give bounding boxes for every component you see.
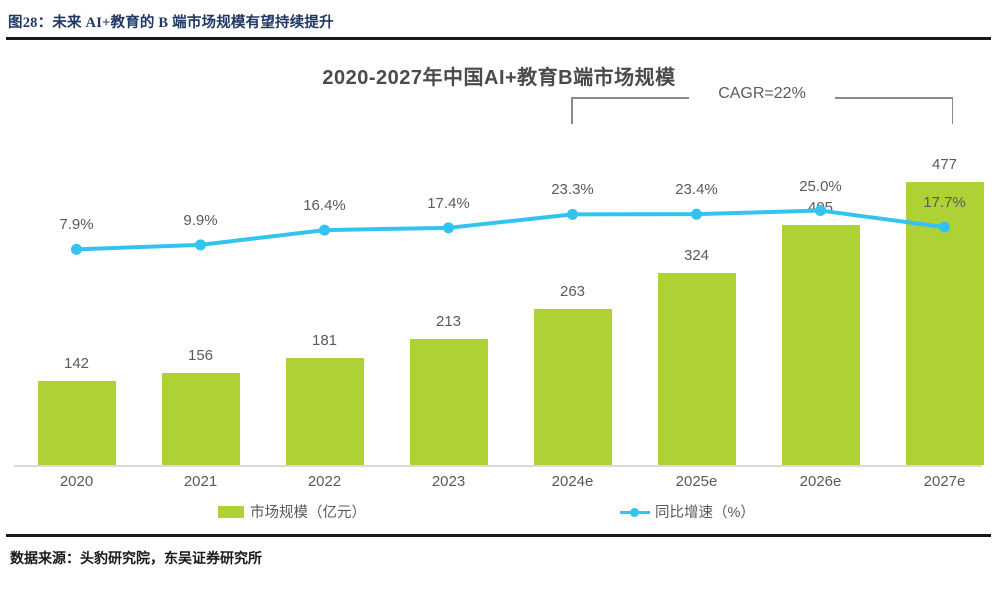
x-tick-2020: 2020: [59, 473, 94, 490]
legend-label-growth-rate: 同比增速（%）: [655, 505, 755, 521]
growth-label-2020: 7.9%: [59, 216, 94, 234]
bar-2023[interactable]: [409, 338, 488, 465]
growth-marker-2023[interactable]: [443, 222, 454, 234]
x-tick-2026e: 2026e: [799, 473, 842, 490]
source-note: 数据来源：头豹研究院，东吴证券研究所: [10, 552, 262, 567]
x-tick-2025e: 2025e: [675, 473, 718, 490]
bar-2024e[interactable]: [533, 309, 612, 465]
growth-marker-2021[interactable]: [195, 239, 206, 251]
bar-value-label-2020: 142: [63, 354, 90, 372]
legend-swatch-line-icon: [620, 506, 650, 518]
chart-title: 2020-2027年中国AI+教育B端市场规模: [322, 67, 676, 89]
cagr-annotation: CAGR=22%: [571, 85, 953, 135]
legend-label-market-size: 市场规模（亿元）: [250, 505, 366, 521]
x-tick-2027e: 2027e: [923, 473, 966, 490]
bar-2026e[interactable]: [781, 224, 860, 465]
x-tick-2022: 2022: [307, 473, 342, 490]
x-tick-2023: 2023: [431, 473, 466, 490]
cagr-bracket-left-tick: [571, 97, 573, 124]
bar-value-label-2025e: 324: [683, 246, 710, 264]
legend-item-growth-rate[interactable]: 同比增速（%）: [620, 501, 755, 522]
legend-swatch-bar-icon: [218, 505, 244, 518]
legend-item-market-size[interactable]: 市场规模（亿元）: [218, 501, 366, 522]
growth-label-2025e: 23.4%: [675, 181, 718, 199]
bar-value-label-2027e: 477: [931, 156, 958, 174]
chart-legend: 市场规模（亿元） 同比增速（%）: [0, 501, 998, 527]
footer-divider: [6, 534, 991, 537]
x-tick-2024e: 2024e: [551, 473, 594, 490]
bar-value-label-2026e: 405: [807, 198, 834, 216]
header-divider: [6, 37, 991, 40]
growth-marker-2025e[interactable]: [691, 208, 702, 220]
growth-marker-2024e[interactable]: [567, 208, 578, 220]
growth-label-2026e: 25.0%: [799, 177, 842, 195]
cagr-bracket-right-tick: [951, 97, 953, 124]
bar-value-label-2024e: 263: [559, 283, 586, 301]
cagr-label: CAGR=22%: [718, 85, 806, 102]
growth-label-2027e: 17.7%: [923, 194, 966, 212]
growth-marker-2020[interactable]: [71, 243, 82, 255]
bar-2020[interactable]: [37, 380, 116, 465]
growth-label-2023: 17.4%: [427, 194, 470, 212]
bar-value-label-2023: 213: [435, 312, 462, 330]
growth-marker-2022[interactable]: [319, 224, 330, 236]
bar-2022[interactable]: [285, 357, 364, 465]
plot-area: 142 156 181 213 263 324 405 477 2020 2021 2022 202…: [0, 41, 998, 490]
cagr-bracket-right-arm: [835, 97, 953, 99]
x-axis-baseline: [14, 465, 982, 467]
growth-label-2021: 9.9%: [183, 211, 218, 229]
bar-2021[interactable]: [161, 372, 240, 465]
bar-value-label-2022: 181: [311, 331, 338, 349]
bar-2025e[interactable]: [657, 272, 736, 465]
bar-2027e[interactable]: [905, 182, 984, 465]
chart-panel: 2020-2027年中国AI+教育B端市场规模 142 156 181 213 263 3…: [0, 41, 998, 534]
cagr-bracket-left-arm: [571, 97, 689, 99]
bar-value-label-2021: 156: [187, 346, 214, 364]
growth-label-2024e: 23.3%: [551, 181, 594, 199]
figure-caption: 图28：未来 AI+教育的 B 端市场规模有望持续提升: [8, 14, 334, 31]
x-tick-2021: 2021: [183, 473, 218, 490]
growth-label-2022: 16.4%: [303, 197, 346, 215]
